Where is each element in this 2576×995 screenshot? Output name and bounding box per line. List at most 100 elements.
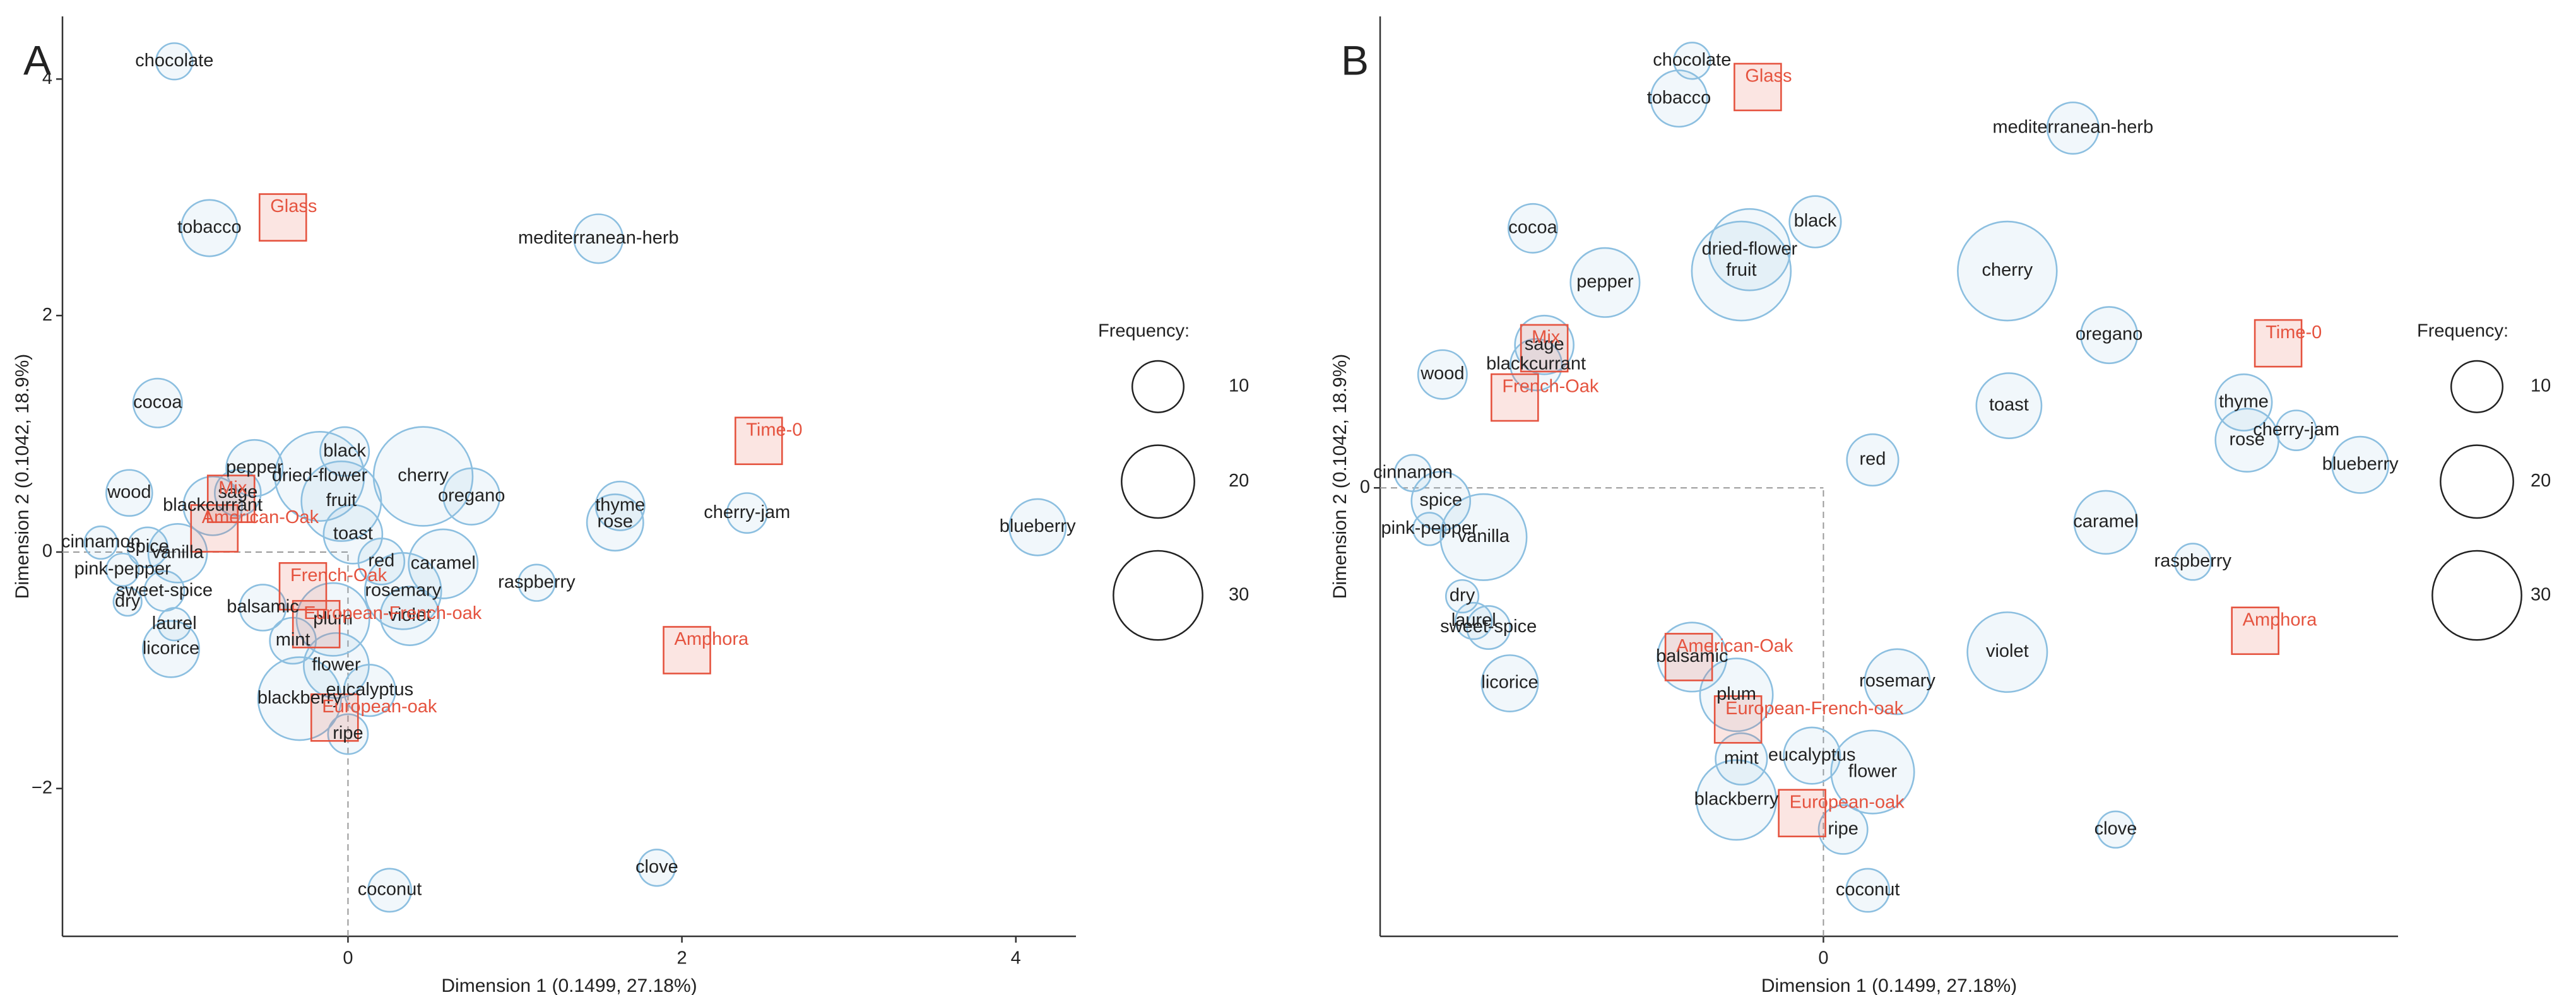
factor-square (190, 504, 239, 553)
descriptor-bubble (2275, 409, 2317, 451)
descriptor-label: flower (1848, 761, 1898, 781)
factor-square (278, 562, 328, 611)
descriptor-label: violet (1986, 641, 2029, 661)
y-axis-title: Dimension 2 (0.1042, 18.9%) (1330, 354, 1350, 599)
factor-label: French-Oak (1502, 377, 1599, 397)
descriptor-bubble (105, 552, 140, 587)
descriptor-label: pink-pepper (1381, 518, 1477, 538)
factor-label: Mix (218, 478, 247, 498)
descriptor-bubble (1514, 314, 1575, 375)
descriptor-label: rosemary (365, 580, 441, 600)
descriptor-bubble (1439, 493, 1528, 581)
descriptor-bubble (155, 42, 194, 81)
descriptor-bubble (83, 525, 118, 560)
descriptor-bubble (274, 431, 365, 522)
descriptor-bubble (1845, 868, 1891, 913)
y-tick-label: 2 (42, 305, 52, 325)
legend-label: 20 (1229, 471, 1249, 491)
factor-label: European-French-oak (304, 603, 482, 623)
legend-bubble (1113, 550, 1203, 641)
descriptor-bubble (573, 213, 624, 264)
descriptor-label: vanilla (1458, 526, 1510, 546)
descriptor-bubble (112, 587, 143, 617)
legend-bubble (1131, 360, 1185, 413)
descriptor-bubble (1696, 759, 1778, 841)
descriptor-bubble (726, 492, 768, 534)
descriptor-label: toast (1989, 395, 2029, 415)
descriptor-label: licorice (143, 638, 199, 658)
descriptor-label: blackberry (257, 688, 342, 708)
descriptor-label: plum (313, 608, 353, 628)
factor-square (1664, 633, 1713, 681)
descriptor-label: chocolate (1653, 50, 1731, 70)
descriptor-label: violet (388, 605, 431, 625)
descriptor-bubble (2046, 101, 2100, 155)
factor-label: Amphora (675, 629, 750, 649)
descriptor-bubble (1846, 433, 1900, 487)
factor-label: French-Oak (290, 565, 387, 586)
descriptor-label: laurel (1451, 610, 1496, 630)
descriptor-label: ripe (333, 723, 363, 743)
factor-square (1778, 789, 1826, 838)
x-tick-label: 2 (677, 948, 687, 969)
descriptor-label: coconut (1836, 880, 1900, 900)
descriptor-label: sweet-spice (116, 580, 213, 600)
descriptor-bubble (1466, 605, 1511, 650)
factor-square (734, 416, 783, 466)
x-tick-label: 0 (343, 948, 353, 969)
descriptor-label: blueberry (2322, 454, 2399, 474)
descriptor-label: clove (635, 857, 678, 877)
y-tick-label: 4 (42, 68, 52, 88)
descriptor-label: laurel (152, 613, 197, 633)
factor-label: European-French-oak (1725, 698, 1904, 719)
descriptor-label: pepper (1576, 271, 1634, 291)
descriptor-bubble (1412, 512, 1447, 546)
descriptor-label: thyme (595, 495, 645, 515)
descriptor-label: rose (2229, 429, 2264, 449)
descriptor-bubble (1783, 726, 1841, 785)
factor-square (2231, 606, 2279, 656)
descriptor-bubble (408, 528, 479, 599)
descriptor-label: toast (333, 523, 373, 543)
descriptor-bubble (1008, 498, 1067, 556)
descriptor-bubble (637, 849, 676, 887)
descriptor-label: mediterranean-herb (1993, 117, 2154, 138)
factor-label: Glass (270, 196, 317, 216)
descriptor-bubble (594, 480, 646, 531)
descriptor-label: cherry (398, 466, 449, 486)
y-tick-label: −2 (32, 777, 52, 798)
descriptor-label: spice (1419, 490, 1462, 510)
descriptor-bubble (141, 620, 200, 678)
descriptor-label: dry (115, 591, 141, 611)
descriptor-bubble (1864, 648, 1931, 715)
factor-label: Amphora (2243, 609, 2318, 630)
descriptor-label: balsamic (227, 597, 298, 617)
descriptor-label: cherry-jam (2253, 420, 2339, 440)
factor-square (2254, 319, 2303, 368)
descriptor-label: cinnamon (61, 532, 141, 552)
legend-label: 20 (2531, 471, 2551, 491)
factor-label: Mix (1532, 327, 1561, 348)
descriptor-label: pink-pepper (74, 559, 171, 579)
descriptor-bubble (322, 504, 384, 565)
descriptor-label: black (1794, 211, 1837, 231)
x-tick-label: 0 (1818, 948, 1828, 969)
descriptor-label: caramel (411, 553, 476, 573)
descriptor-label: rose (598, 512, 633, 532)
descriptor-label: cocoa (1508, 218, 1557, 238)
descriptor-label: raspberry (498, 572, 576, 592)
descriptor-label: plum (1716, 684, 1756, 704)
descriptor-bubble (147, 523, 208, 584)
descriptor-bubble (1507, 203, 1558, 254)
descriptor-label: eucalyptus (326, 680, 413, 700)
factor-square (258, 193, 307, 242)
panel-label: B (1341, 37, 1369, 83)
descriptor-label: spice (126, 536, 169, 556)
y-tick-label: 0 (1360, 477, 1370, 497)
descriptor-bubble (1715, 732, 1768, 786)
descriptor-label: blueberry (1000, 516, 1076, 536)
descriptor-bubble (1699, 657, 1774, 733)
descriptor-bubble (127, 526, 168, 568)
descriptor-bubble (2073, 490, 2139, 555)
